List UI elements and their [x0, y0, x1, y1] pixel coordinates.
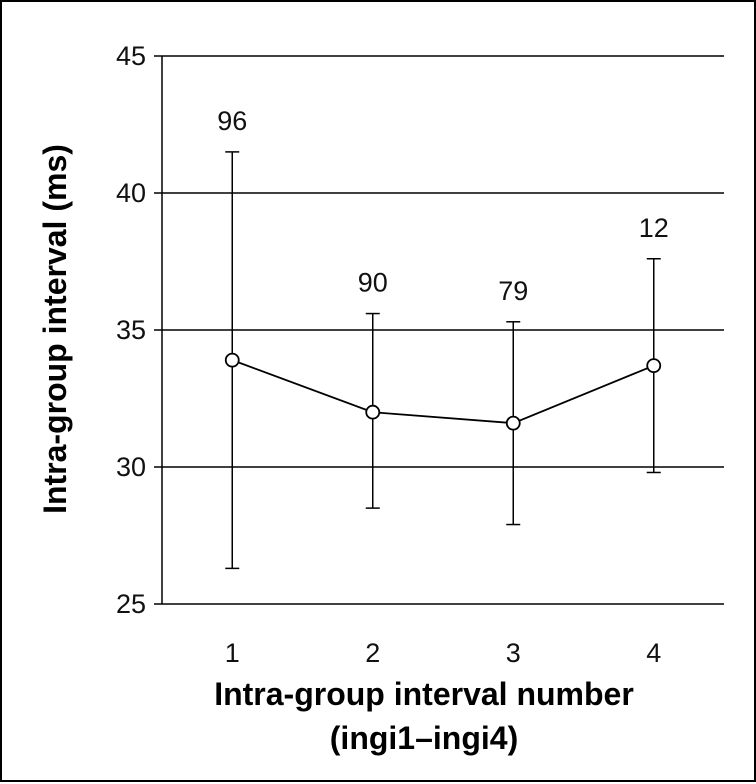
y-axis-title: Intra-group interval (ms) — [37, 144, 73, 514]
data-label-1: 96 — [217, 106, 247, 136]
data-label-3: 79 — [498, 276, 528, 306]
data-point-2 — [365, 404, 381, 420]
y-tick-labels: 25 30 35 40 45 — [116, 41, 146, 619]
y-tick-label: 40 — [116, 178, 146, 208]
y-axis — [154, 55, 724, 605]
data-label-4: 12 — [639, 213, 669, 243]
data-point-3 — [505, 415, 521, 431]
series-line — [231, 359, 655, 425]
series-path — [231, 359, 655, 425]
y-tick-label: 30 — [116, 452, 146, 482]
y-tick-label: 45 — [116, 41, 146, 71]
error-bars — [225, 151, 661, 570]
y-tick-label: 25 — [116, 589, 146, 619]
data-points — [224, 352, 662, 431]
x-tick-label: 4 — [646, 638, 661, 668]
y-tick-label: 35 — [116, 315, 146, 345]
data-point-4 — [646, 358, 662, 374]
x-tick-label: 3 — [506, 638, 521, 668]
x-axis-title-line1: Intra-group interval number — [214, 676, 634, 712]
x-axis-title-line2: (ingi1–ingi4) — [330, 720, 518, 756]
x-tick-label: 1 — [225, 638, 240, 668]
grid-lines — [162, 55, 724, 468]
x-tick-labels: 1 2 3 4 — [225, 638, 662, 668]
x-tick-label: 2 — [365, 638, 380, 668]
data-point-1 — [224, 352, 240, 368]
data-labels: 96 90 79 12 — [217, 106, 669, 306]
data-label-2: 90 — [358, 268, 388, 298]
